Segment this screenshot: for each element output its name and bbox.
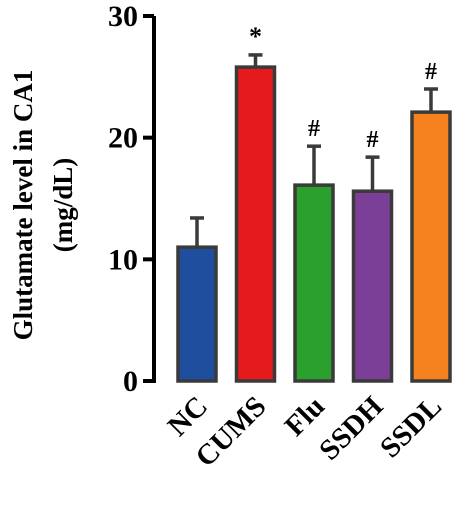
y-tick-label: 10	[108, 243, 138, 276]
bar-flu	[293, 183, 335, 383]
y-tick-label: 0	[123, 365, 138, 398]
significance-marker: *	[249, 22, 262, 51]
x-tick-label: SSDL	[374, 390, 448, 464]
y-tick-label: 20	[108, 122, 138, 155]
bar-ssdl	[410, 110, 452, 383]
significance-marker: #	[308, 116, 320, 142]
plot-area: * # # #	[176, 22, 452, 383]
significance-marker: #	[367, 127, 379, 153]
y-ticks: 0 10 20 30	[108, 0, 154, 398]
y-axis-title-line2: (mg/dL)	[48, 158, 78, 253]
y-tick-label: 30	[108, 0, 138, 33]
y-axis-title: Glutamate level in CA1 (mg/dL)	[8, 70, 78, 341]
significance-marker: #	[425, 59, 437, 85]
bar-cums	[234, 65, 277, 383]
x-tick-label: SSDH	[313, 390, 390, 467]
y-axis-title-line1: Glutamate level in CA1	[8, 70, 38, 341]
bar-ssdh	[351, 189, 394, 383]
bar-nc	[176, 245, 218, 383]
